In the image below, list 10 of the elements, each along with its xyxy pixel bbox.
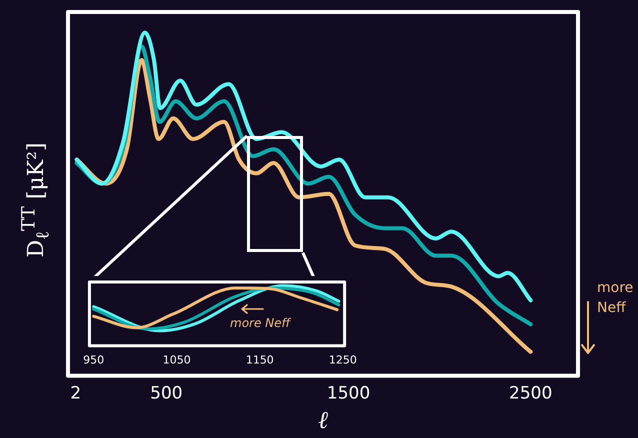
x-tick-label: 500 xyxy=(150,383,183,404)
x-tick-label: 2500 xyxy=(509,383,552,404)
x-tick-label: 1250 xyxy=(328,353,357,366)
x-tick-label: 1050 xyxy=(162,353,191,366)
x-tick-label: 1150 xyxy=(246,353,274,366)
x-axis-title: ℓ xyxy=(318,406,328,434)
x-tick-label: 2 xyxy=(70,383,82,404)
x-tick-label: 950 xyxy=(83,353,104,366)
text: more Neff xyxy=(597,279,634,318)
x-tick-label: 1500 xyxy=(326,383,370,404)
